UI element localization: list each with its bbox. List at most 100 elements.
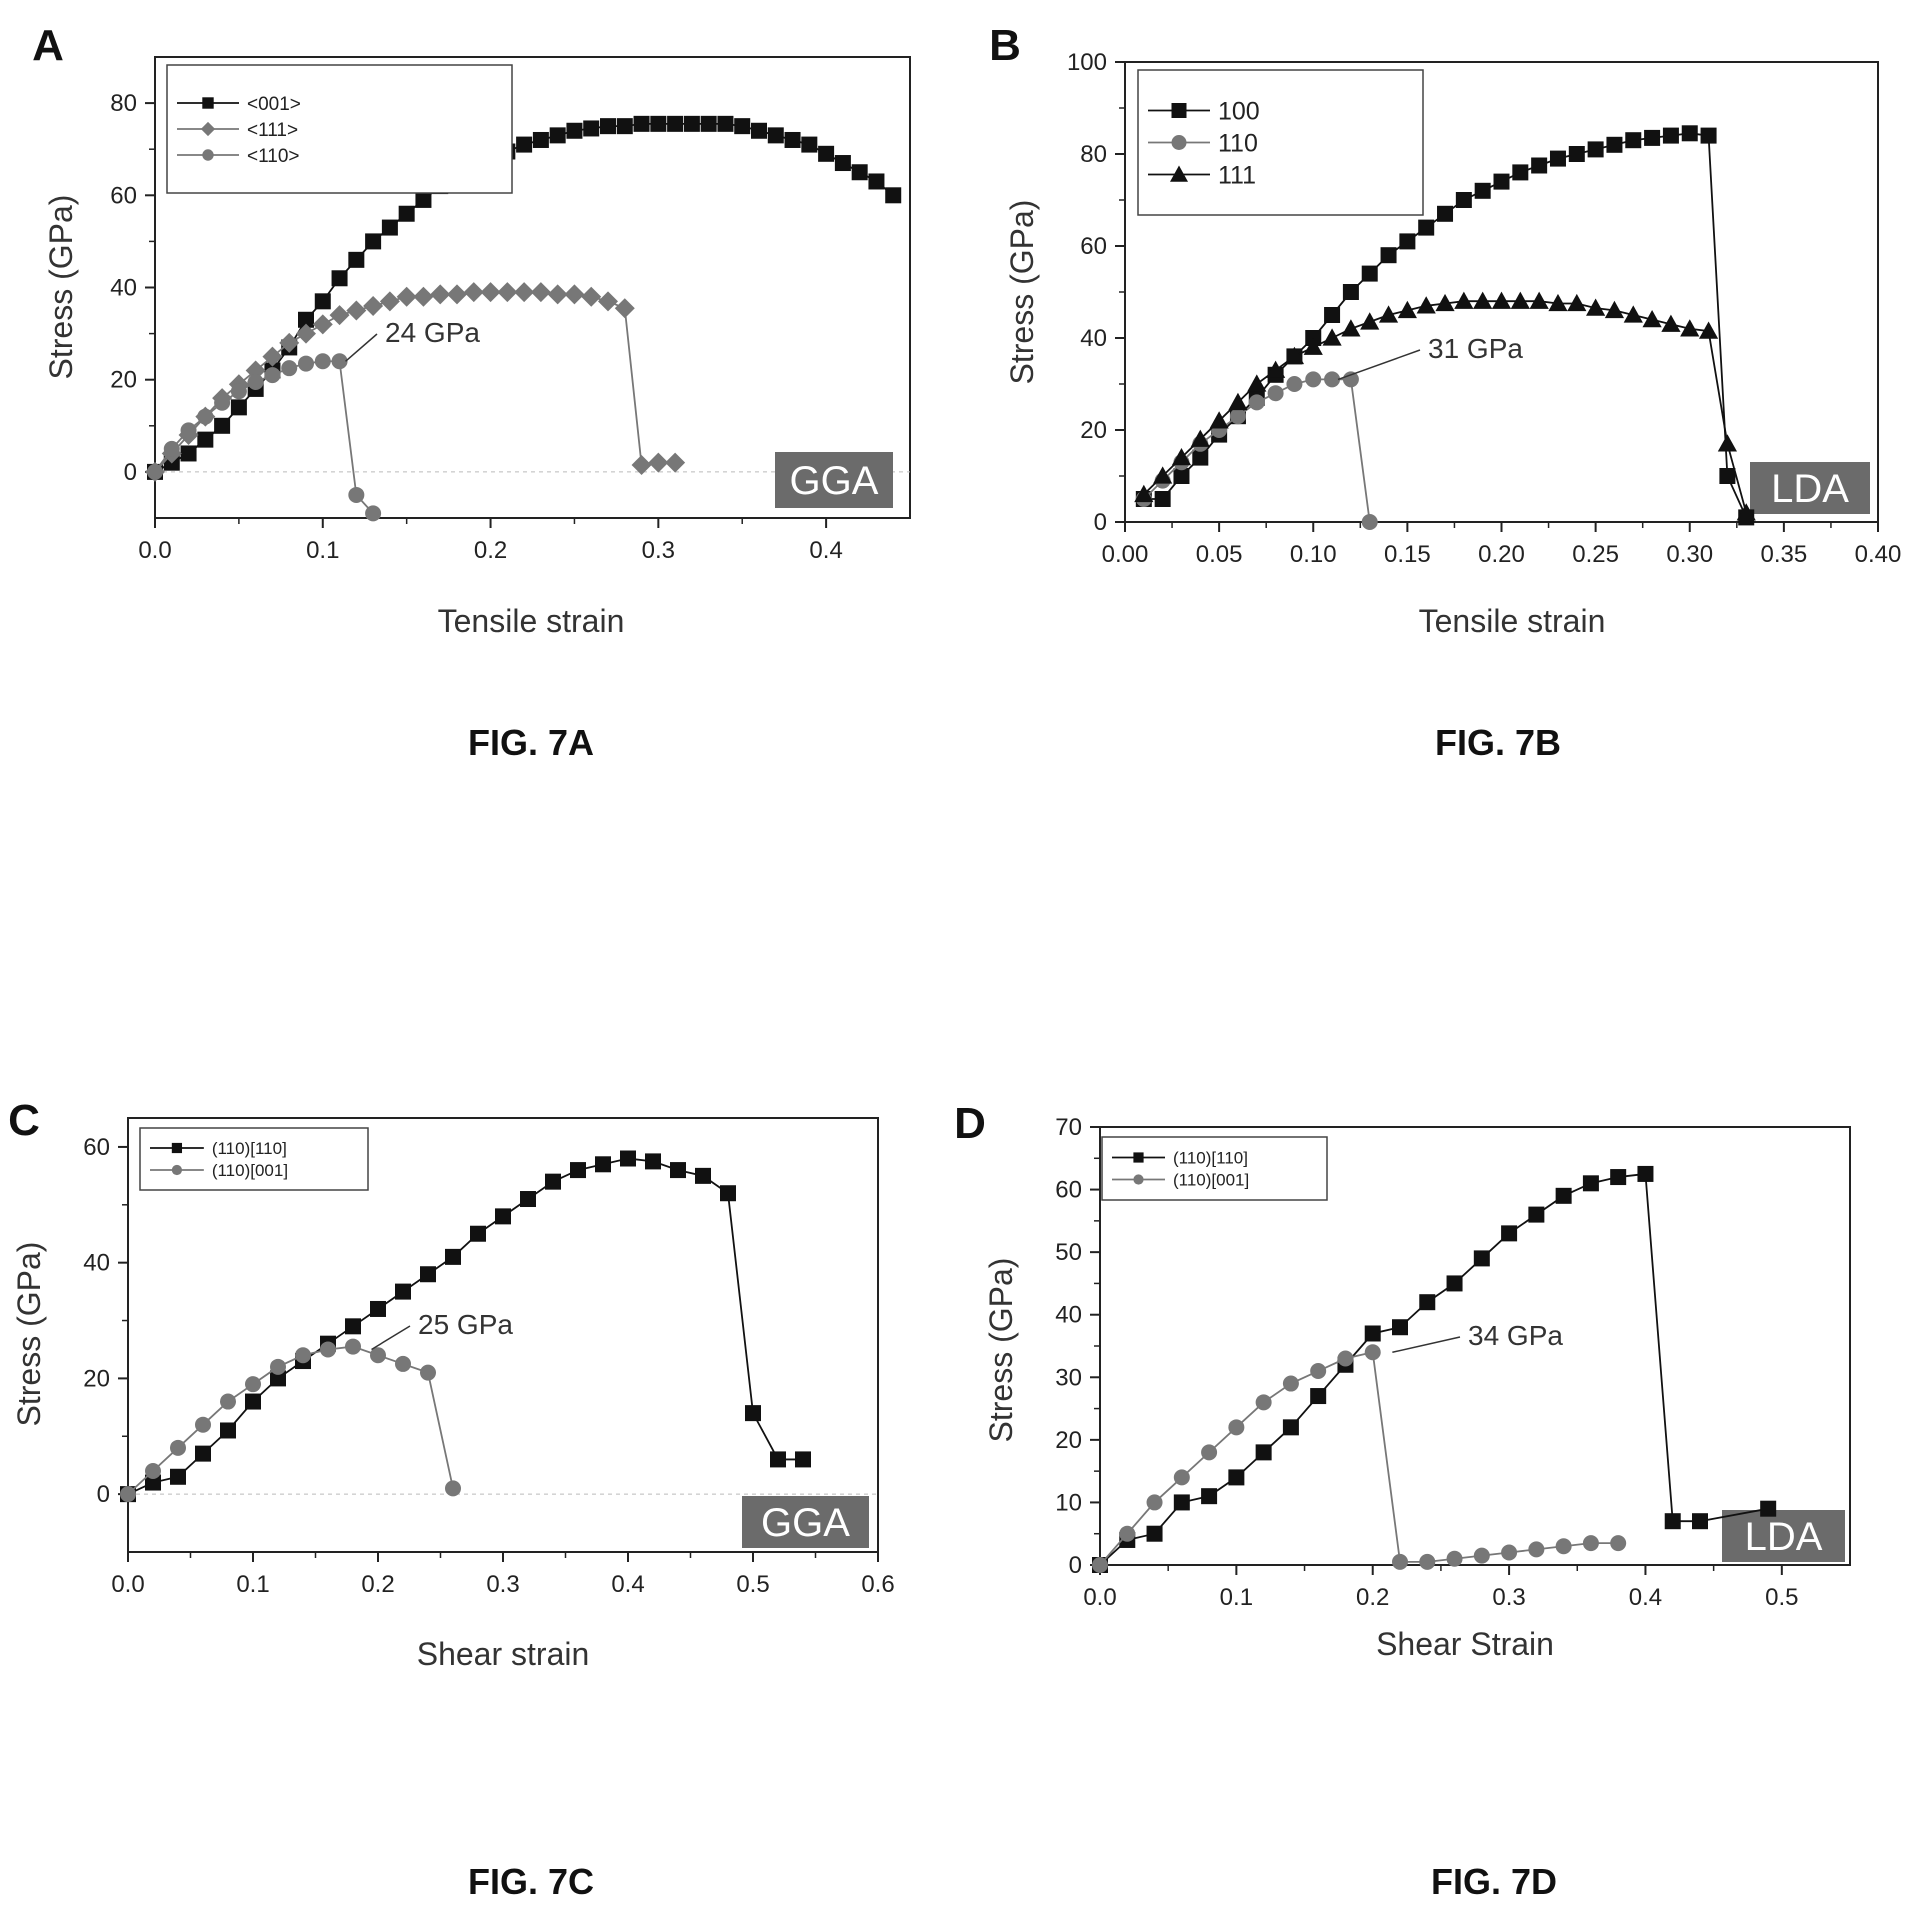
method-badge-bg	[775, 452, 893, 508]
data-point	[1760, 1500, 1777, 1517]
data-point	[1555, 1538, 1572, 1555]
y-tick-label: 10	[1055, 1489, 1082, 1516]
y-tick-label: 30	[1055, 1364, 1082, 1391]
data-point	[1282, 1419, 1299, 1436]
data-point	[645, 1153, 661, 1170]
data-point	[1491, 291, 1512, 309]
data-point	[1361, 514, 1378, 530]
data-point	[1719, 468, 1736, 484]
data-point	[818, 145, 835, 162]
data-point	[1662, 127, 1679, 144]
data-point	[447, 284, 467, 305]
data-point	[245, 1393, 261, 1410]
y-tick-label: 60	[1055, 1177, 1082, 1204]
data-point	[270, 1358, 286, 1375]
series-line	[1099, 1351, 1619, 1566]
data-point	[614, 298, 635, 319]
data-point	[549, 127, 566, 144]
data-point	[170, 1439, 186, 1456]
data-point	[1473, 291, 1493, 309]
data-point	[751, 122, 767, 139]
data-point	[480, 282, 501, 303]
data-point	[564, 284, 585, 305]
annotation-label: 31 GPa	[1428, 333, 1523, 364]
legend-label: <001>	[247, 94, 301, 115]
data-point	[420, 1364, 436, 1381]
data-point	[1192, 449, 1209, 466]
panel-b: B 0 20 40 60 80 100 0.00 0.05 0.10 0.15 0.20 0.25 0.3…	[989, 21, 1901, 763]
data-point	[180, 422, 197, 439]
data-point	[1455, 192, 1472, 208]
data-point	[1380, 247, 1397, 264]
data-point	[1606, 136, 1623, 153]
legend-label: (110)[110]	[212, 1139, 287, 1158]
data-point	[1322, 328, 1342, 346]
data-point	[885, 187, 902, 204]
data-point	[1341, 319, 1361, 337]
data-point	[413, 286, 434, 307]
data-point	[1282, 1375, 1299, 1392]
annotation-label: 25 GPa	[418, 1309, 513, 1340]
data-point	[214, 417, 231, 434]
data-point	[345, 1338, 361, 1355]
data-point	[345, 1318, 361, 1335]
data-point	[1201, 1444, 1218, 1461]
panel-letter: A	[32, 21, 64, 70]
panel-a: A 0 20 40 60 80 0.0 0.1 0.2 0.3 0.4 Tensile strain S…	[32, 21, 911, 763]
method-badge-label: GGA	[790, 459, 879, 503]
data-point	[348, 251, 365, 268]
legend-marker	[1171, 103, 1187, 118]
annotation-label: 24 GPa	[385, 317, 480, 348]
data-point	[530, 282, 551, 303]
legend-marker	[171, 1164, 183, 1176]
data-point	[147, 463, 163, 480]
data-point	[214, 394, 231, 411]
data-point	[298, 311, 314, 328]
x-tick-label: 0.25	[1572, 541, 1619, 568]
data-point	[1337, 1350, 1354, 1367]
legend-label: (110)[110]	[1173, 1149, 1248, 1168]
data-point	[520, 1191, 536, 1208]
data-point	[1637, 1165, 1654, 1182]
data-point	[1548, 293, 1568, 312]
figure-caption: FIG. 7C	[468, 1861, 594, 1902]
series-line	[127, 1157, 803, 1495]
data-point	[720, 1185, 736, 1202]
y-tick-label: 60	[1080, 233, 1107, 260]
legend-item: <001>	[177, 94, 301, 115]
data-point	[1255, 1444, 1272, 1461]
legend-label: (110)[001]	[212, 1161, 288, 1180]
legend-marker	[200, 121, 216, 137]
y-axis-label: Stress (GPa)	[1004, 200, 1040, 385]
data-point	[398, 205, 415, 222]
data-point	[801, 136, 818, 153]
data-point	[1399, 233, 1416, 250]
x-tick-label: 0.5	[736, 1571, 769, 1598]
data-point	[197, 408, 214, 425]
y-tick-label: 60	[110, 182, 137, 209]
x-tick-label: 0.10	[1290, 541, 1337, 568]
panel-letter: C	[8, 1096, 40, 1145]
x-tick-label: 0.4	[611, 1571, 644, 1598]
data-point	[834, 155, 851, 172]
y-tick-label: 20	[1055, 1427, 1082, 1454]
x-tick-label: 0.3	[1492, 1584, 1525, 1611]
data-point	[1644, 129, 1661, 146]
data-point	[734, 118, 751, 135]
data-point	[1586, 298, 1606, 316]
panel-c: C 0 20 40 60 0.0 0.1 0.2 0.3 0.4 0.5 0.6 Shear strai…	[8, 1096, 895, 1902]
x-tick-label: 0.4	[809, 537, 842, 564]
panel-d: D 0 10 20 30 40 50 60 70 0.0 0.1 0.2 0.3 0.4 0.5 Shear …	[954, 1099, 1851, 1902]
data-point	[745, 1405, 761, 1422]
y-tick-label: 80	[1080, 141, 1107, 168]
y-tick-label: 100	[1067, 49, 1107, 76]
data-point	[331, 353, 348, 370]
data-point	[1454, 291, 1474, 309]
data-point	[495, 1208, 511, 1225]
method-badge-label: GGA	[761, 1501, 850, 1545]
data-point	[1501, 1544, 1518, 1561]
data-point	[570, 1162, 586, 1179]
x-tick-label: 0.2	[474, 537, 507, 564]
data-point	[1255, 1394, 1272, 1411]
data-point	[545, 1173, 561, 1190]
